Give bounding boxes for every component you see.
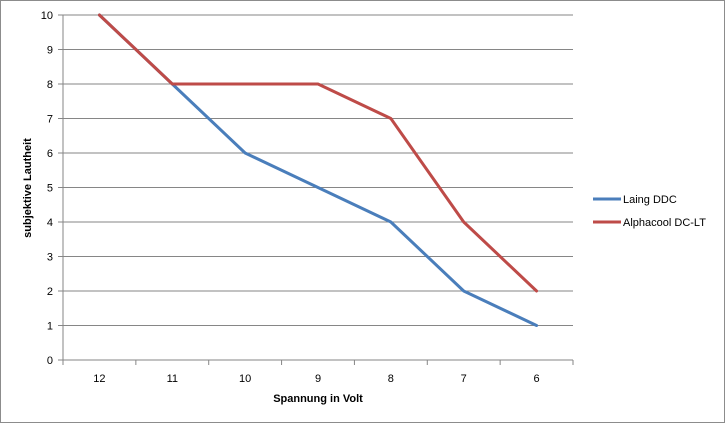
series-lines <box>97 13 539 327</box>
y-tick-label: 0 <box>47 355 53 367</box>
x-tick-label: 9 <box>315 373 321 385</box>
x-tick-label: 10 <box>239 373 251 385</box>
y-tick-label: 7 <box>47 114 53 126</box>
y-tick-label: 9 <box>47 45 53 57</box>
y-tick-label: 10 <box>41 10 53 22</box>
x-tick-labels: 12 11 10 9 8 7 6 <box>93 373 539 385</box>
x-tick-label: 12 <box>93 373 105 385</box>
y-tick-label: 8 <box>47 79 53 91</box>
y-tick-label: 1 <box>47 321 53 333</box>
axes <box>58 14 574 365</box>
y-axis-title: subjektive Lautheit <box>22 138 34 238</box>
y-tick-label: 3 <box>47 252 53 264</box>
y-tick-label: 4 <box>47 217 53 229</box>
x-tick-label: 6 <box>534 373 540 385</box>
y-tick-label: 2 <box>47 286 53 298</box>
x-tick-label: 8 <box>388 373 394 385</box>
legend-label-1: Laing DDC <box>623 194 677 206</box>
x-tick-label: 11 <box>167 373 178 385</box>
gridlines <box>63 14 573 326</box>
legend: Laing DDC Alphacool DC-LT <box>593 194 706 229</box>
y-tick-label: 6 <box>47 148 53 160</box>
y-tick-label: 5 <box>47 183 53 195</box>
x-tick-label: 7 <box>461 373 467 385</box>
series-line-1 <box>97 13 539 327</box>
y-tick-labels: 0 1 2 3 4 5 6 7 8 9 10 <box>41 10 53 367</box>
x-axis-title: Spannung in Volt <box>273 393 363 405</box>
legend-label-2: Alphacool DC-LT <box>623 217 706 229</box>
